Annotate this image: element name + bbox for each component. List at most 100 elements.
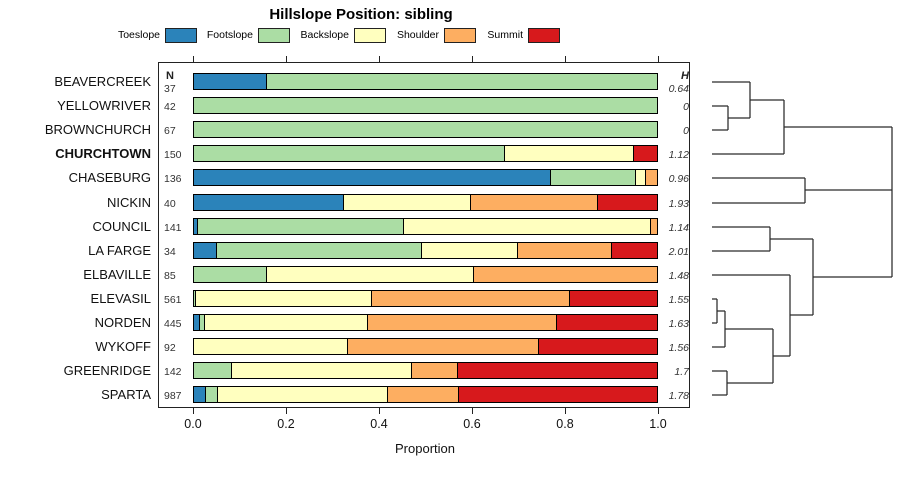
n-value: 987	[164, 390, 182, 402]
bar-segment-summit	[632, 145, 658, 162]
row-label: YELLOWRIVER	[57, 98, 151, 113]
bar-segment-shoulder	[516, 242, 612, 259]
row-label: ELBAVILLE	[83, 267, 151, 282]
bar-segment-footslope	[266, 73, 658, 90]
stacked-bar	[193, 362, 658, 379]
bar-segment-summit	[596, 194, 658, 211]
x-axis-tick-top	[657, 56, 659, 62]
x-axis-tick-bottom	[285, 408, 287, 414]
n-value: 142	[164, 366, 182, 378]
bar-segment-toeslope	[193, 242, 218, 259]
h-value: 1.56	[668, 342, 689, 354]
bar-segment-summit	[568, 290, 658, 307]
n-value: 42	[164, 101, 176, 113]
bar-segment-footslope	[193, 266, 267, 283]
bar-segment-backslope	[421, 242, 518, 259]
x-axis-tick-top	[285, 56, 287, 62]
n-value: 150	[164, 149, 182, 161]
bar-segment-shoulder	[410, 362, 458, 379]
bar-segment-shoulder	[470, 194, 598, 211]
x-axis-tick-bottom	[657, 408, 659, 414]
stacked-bar	[193, 145, 658, 162]
bar-segment-toeslope	[193, 73, 268, 90]
n-value: 40	[164, 198, 176, 210]
stacked-bar	[193, 338, 658, 355]
row-label: CHURCHTOWN	[55, 146, 151, 161]
row-label: BEAVERCREEK	[54, 74, 151, 89]
stacked-bar	[193, 218, 658, 235]
n-value: 136	[164, 173, 182, 185]
stacked-bar	[193, 242, 658, 259]
bar-segment-footslope	[193, 362, 233, 379]
bar-segment-shoulder	[366, 314, 557, 331]
legend-swatch-backslope	[354, 28, 386, 43]
stacked-bar	[193, 266, 658, 283]
legend-label-summit: Summit	[487, 29, 523, 41]
n-value: 92	[164, 342, 176, 354]
x-axis-tick-bottom	[564, 408, 566, 414]
bar-segment-backslope	[503, 145, 634, 162]
bar-segment-backslope	[203, 314, 368, 331]
chart-title: Hillslope Position: sibling	[269, 6, 453, 23]
row-label: COUNCIL	[92, 219, 151, 234]
x-axis-title: Proportion	[395, 441, 455, 456]
x-axis-tick-top	[192, 56, 194, 62]
h-value: 0	[683, 101, 689, 113]
x-axis-tick-label: 0.6	[463, 417, 481, 431]
row-label: NICKIN	[106, 195, 151, 210]
bar-segment-shoulder	[370, 290, 570, 307]
legend-label-backslope: Backslope	[300, 29, 349, 41]
bar-segment-backslope	[193, 338, 348, 355]
bar-segment-footslope	[193, 97, 658, 114]
n-value: 141	[164, 222, 182, 234]
x-axis-tick-label: 0.8	[556, 417, 574, 431]
legend-label-toeslope: Toeslope	[117, 29, 160, 41]
stacked-bar	[193, 121, 658, 138]
legend-swatch-footslope	[258, 28, 290, 43]
x-axis-tick-top	[471, 56, 473, 62]
bar-segment-footslope	[193, 121, 658, 138]
h-value: 1.55	[668, 294, 689, 306]
x-axis-tick-label: 1.0	[649, 417, 667, 431]
x-axis-tick-bottom	[471, 408, 473, 414]
bar-segment-backslope	[231, 362, 412, 379]
row-label: SPARTA	[101, 387, 151, 402]
legend-label-shoulder: Shoulder	[396, 29, 439, 41]
bar-segment-backslope	[403, 218, 651, 235]
row-label: CHASEBURG	[68, 170, 151, 185]
h-value: 2.01	[668, 246, 689, 258]
h-value: 1.14	[668, 222, 689, 234]
h-value: 1.48	[668, 270, 689, 282]
bar-segment-shoulder	[387, 386, 459, 403]
bar-segment-shoulder	[472, 266, 658, 283]
bar-segment-footslope	[193, 145, 505, 162]
bar-segment-footslope	[197, 218, 405, 235]
n-value: 561	[164, 294, 182, 306]
n-value: 67	[164, 125, 176, 137]
bar-segment-backslope	[265, 266, 474, 283]
row-label: LA FARGE	[88, 243, 151, 258]
row-label: WYKOFF	[95, 339, 151, 354]
stacked-bar	[193, 73, 658, 90]
h-value: 0.64	[668, 83, 689, 95]
legend-swatch-shoulder	[444, 28, 476, 43]
legend-swatch-summit	[528, 28, 560, 43]
bar-segment-summit	[610, 242, 658, 259]
bar-segment-summit	[537, 338, 658, 355]
x-axis-tick-top	[378, 56, 380, 62]
bar-segment-toeslope	[193, 169, 552, 186]
row-label: GREENRIDGE	[63, 363, 151, 378]
h-value: 1.93	[668, 198, 689, 210]
bar-segment-backslope	[217, 386, 389, 403]
x-axis-tick-label: 0.2	[277, 417, 295, 431]
row-label: BROWNCHURCH	[44, 122, 151, 137]
legend-label-footslope: Footslope	[206, 29, 253, 41]
bar-segment-shoulder	[346, 338, 539, 355]
x-axis-tick-label: 0.4	[370, 417, 388, 431]
n-value: 445	[164, 318, 182, 330]
h-value: 0	[683, 125, 689, 137]
h-value: 1.78	[668, 390, 689, 402]
bar-segment-footslope	[550, 169, 637, 186]
bar-segment-shoulder	[644, 169, 658, 186]
